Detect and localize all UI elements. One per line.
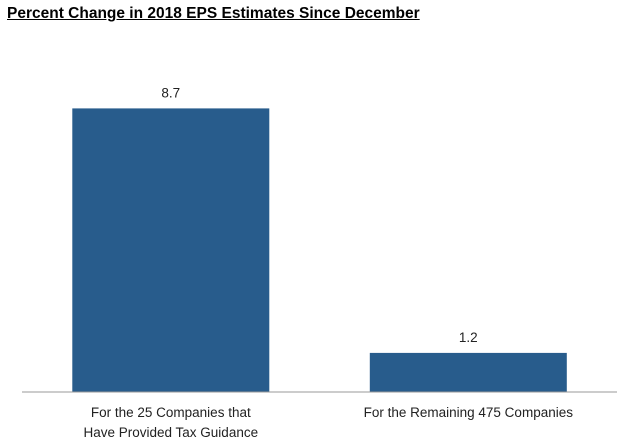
category-label-1-line-2: Have Provided Tax Guidance [83,425,258,440]
category-labels-group: For the 25 Companies that Have Provided T… [83,405,573,440]
value-label-2: 1.2 [459,330,478,345]
bars-group [72,108,567,393]
value-label-1: 8.7 [161,85,180,100]
value-labels-group: 8.7 1.2 [161,85,478,345]
category-label-1-line-1: For the 25 Companies that [91,405,251,420]
chart-title: Percent Change in 2018 EPS Estimates Sin… [7,5,420,22]
category-label-2-line-1: For the Remaining 475 Companies [364,405,574,420]
bar-2 [369,352,567,392]
bar-1 [72,108,270,393]
